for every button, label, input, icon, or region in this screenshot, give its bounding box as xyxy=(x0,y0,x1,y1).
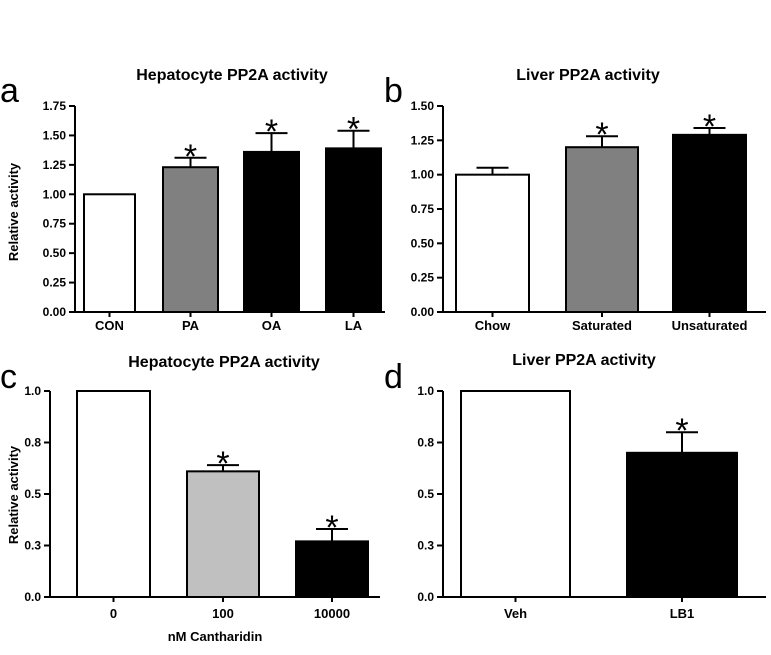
x-category-label: Saturated xyxy=(572,318,632,333)
panel-letter: c xyxy=(0,358,17,396)
y-tick-label: 0.0 xyxy=(24,590,41,604)
bar-chow xyxy=(455,173,530,313)
x-category-label: PA xyxy=(182,318,200,333)
y-tick-label: 1.50 xyxy=(411,99,435,113)
y-tick-label: 1.25 xyxy=(411,133,435,147)
y-tick-label: 1.75 xyxy=(43,99,67,113)
significance-star: * xyxy=(265,113,278,151)
panel-letter: b xyxy=(384,72,403,110)
bar-pa xyxy=(162,166,219,313)
bar-con xyxy=(83,193,136,314)
y-tick-label: 0.5 xyxy=(24,487,41,501)
y-tick-label: 1.00 xyxy=(411,168,435,182)
significance-star: * xyxy=(703,108,716,146)
y-axis-label: Relative activity xyxy=(6,445,21,544)
chart-title: Liver PP2A activity xyxy=(512,352,656,369)
x-category-label: 100 xyxy=(212,606,234,621)
x-category-label: Veh xyxy=(504,606,527,621)
y-tick-label: 1.0 xyxy=(24,384,41,398)
x-category-label: LA xyxy=(345,318,363,333)
y-axis-label: Relative activity xyxy=(6,162,21,261)
y-tick-label: 0.00 xyxy=(411,305,435,319)
bar-10000 xyxy=(295,540,369,599)
x-category-label: 10000 xyxy=(314,606,350,621)
bar-veh xyxy=(460,390,571,598)
chart-title: Liver PP2A activity xyxy=(516,67,660,84)
significance-star: * xyxy=(325,509,338,547)
significance-star: * xyxy=(216,445,229,483)
significance-star: * xyxy=(184,138,197,176)
panel-b: b Liver PP2A activity 0.00 0.25 0.50 0.75 1.00… xyxy=(384,67,766,333)
panel-d: d Liver PP2A activity 0.0 0.3 0.5 0.8 1.0 Veh * L… xyxy=(384,352,766,621)
y-tick-label: 0.00 xyxy=(43,305,67,319)
bar-saturated xyxy=(565,146,639,313)
y-tick-label: 1.25 xyxy=(43,158,67,172)
bar-100 xyxy=(186,470,260,598)
panel-a: a Hepatocyte PP2A activity 0.00 0.25 0.50 0.7… xyxy=(0,67,385,333)
y-tick-label: 0.3 xyxy=(417,539,434,553)
y-tick-label: 1.0 xyxy=(417,384,434,398)
y-tick-label: 0.8 xyxy=(24,436,41,450)
y-tick-label: 0.3 xyxy=(24,539,41,553)
y-tick-label: 0.75 xyxy=(43,217,67,231)
y-tick-label: 0.50 xyxy=(411,236,435,250)
x-category-label: CON xyxy=(95,318,124,333)
bar-la xyxy=(325,147,382,313)
y-tick-label: 0.50 xyxy=(43,246,67,260)
x-category-label: 0 xyxy=(110,606,117,621)
y-tick-label: 0.75 xyxy=(411,202,435,216)
y-tick-label: 0.0 xyxy=(417,590,434,604)
y-tick-label: 0.25 xyxy=(43,276,67,290)
panel-letter: d xyxy=(384,358,403,396)
bar-lb1 xyxy=(626,451,738,598)
x-category-label: Unsaturated xyxy=(672,318,748,333)
significance-star: * xyxy=(675,412,688,450)
panel-letter: a xyxy=(0,72,19,110)
chart-title: Hepatocyte PP2A activity xyxy=(128,354,320,371)
x-category-label: OA xyxy=(262,318,282,333)
bar-0 xyxy=(76,390,151,598)
chart-title: Hepatocyte PP2A activity xyxy=(136,67,328,84)
y-tick-label: 0.25 xyxy=(411,271,435,285)
significance-star: * xyxy=(347,111,360,149)
bar-unsaturated xyxy=(672,133,747,313)
significance-star: * xyxy=(595,116,608,154)
x-category-label: Chow xyxy=(475,318,511,333)
y-tick-label: 1.50 xyxy=(43,128,67,142)
y-tick-label: 0.5 xyxy=(417,487,434,501)
bar-oa xyxy=(243,150,300,313)
x-axis-label: nM Cantharidin xyxy=(168,629,263,644)
y-tick-label: 1.00 xyxy=(43,187,67,201)
panel-c: c Hepatocyte PP2A activity 0.0 0.3 0.5 0.8 1.0… xyxy=(0,354,380,644)
y-tick-label: 0.8 xyxy=(417,436,434,450)
x-category-label: LB1 xyxy=(670,606,695,621)
